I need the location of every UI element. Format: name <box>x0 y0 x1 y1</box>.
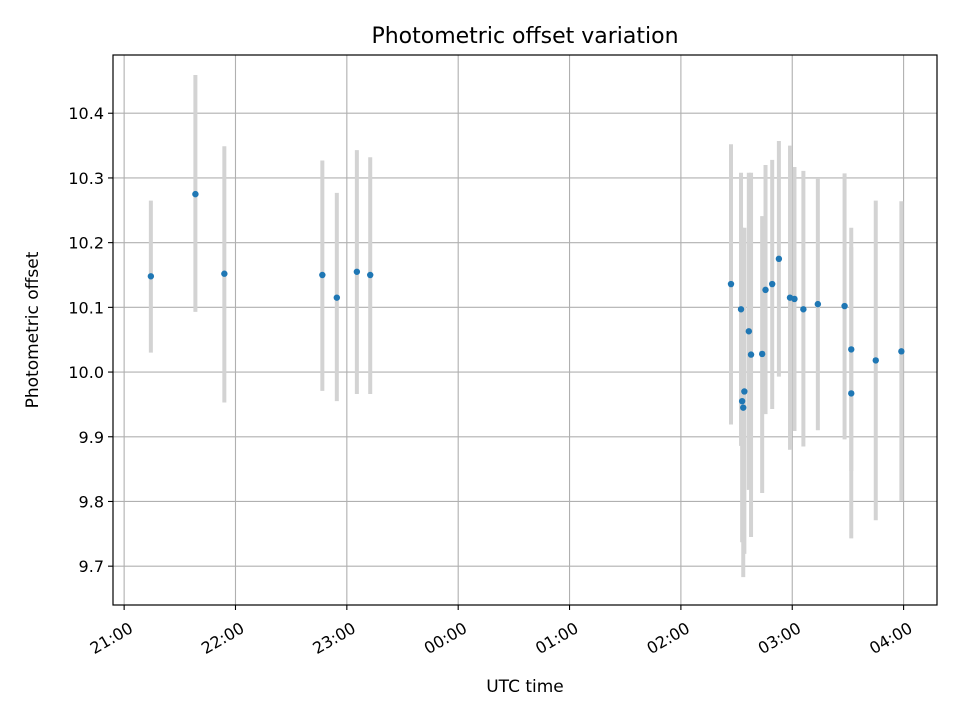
data-point <box>738 397 746 405</box>
y-tick-label: 9.9 <box>79 428 104 447</box>
data-point <box>353 268 361 275</box>
data-point <box>740 404 747 411</box>
data-point <box>898 348 905 355</box>
data-point <box>758 350 766 358</box>
data-point <box>814 300 822 308</box>
data-point <box>745 328 753 335</box>
data-point <box>775 255 783 263</box>
data-point <box>147 273 155 280</box>
y-tick-label: 10.2 <box>68 234 104 253</box>
data-point <box>800 306 807 313</box>
data-point <box>747 351 755 358</box>
data-point <box>221 270 228 277</box>
data-point <box>737 306 745 313</box>
y-tick-label: 9.8 <box>79 492 104 511</box>
data-point <box>769 280 776 288</box>
data-point <box>848 390 855 397</box>
y-tick-label: 10.3 <box>68 169 104 188</box>
grid <box>113 55 937 605</box>
data-points <box>147 190 905 411</box>
y-tick-label: 10.0 <box>68 363 104 382</box>
data-point <box>741 388 748 395</box>
data-point <box>872 357 879 364</box>
y-tick-label: 10.1 <box>68 298 104 317</box>
data-point <box>727 280 735 288</box>
data-point <box>841 302 848 310</box>
data-point <box>192 190 199 198</box>
data-point <box>791 295 798 303</box>
data-point <box>848 346 855 353</box>
data-point <box>762 286 769 294</box>
plot-frame <box>112 54 938 606</box>
data-point <box>333 294 341 301</box>
y-axis-label: Photometric offset <box>23 251 43 408</box>
chart-title: Photometric offset variation <box>371 24 678 49</box>
y-tick-label: 9.7 <box>79 557 104 576</box>
data-point <box>319 271 326 279</box>
x-axis-label: UTC time <box>486 677 564 697</box>
data-point <box>367 271 374 279</box>
y-tick-label: 10.4 <box>68 104 104 123</box>
